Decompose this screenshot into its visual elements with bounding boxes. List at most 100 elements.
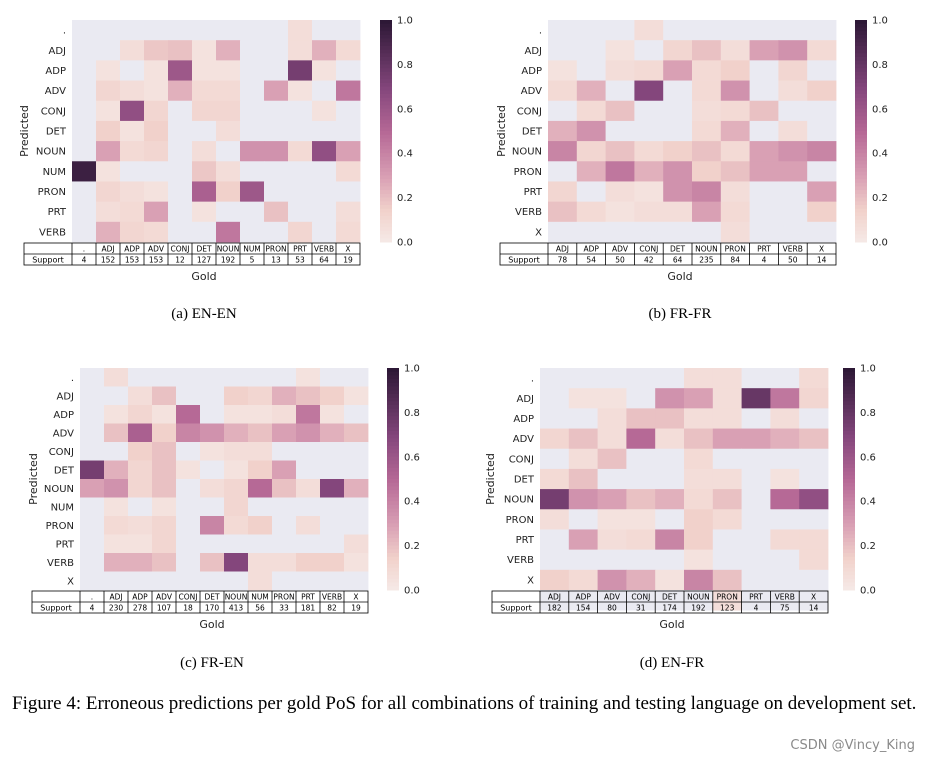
heatmap-cell bbox=[320, 442, 345, 461]
colorbar-segment bbox=[380, 134, 392, 139]
heatmap-cell bbox=[128, 405, 153, 424]
heatmap-cell bbox=[626, 529, 656, 551]
heatmap-cell bbox=[176, 423, 201, 443]
support-value: 78 bbox=[558, 256, 568, 265]
heatmap-cell bbox=[192, 161, 217, 182]
heatmap-cell bbox=[634, 221, 664, 243]
colorbar-segment bbox=[843, 416, 855, 421]
heatmap-cell bbox=[741, 489, 771, 510]
heatmap-cell bbox=[344, 479, 369, 498]
colorbar-segment bbox=[380, 160, 392, 165]
heatmap-cell bbox=[320, 423, 345, 443]
heatmap-cell bbox=[344, 460, 369, 480]
colorbar-segment bbox=[380, 45, 392, 51]
colorbar-segment bbox=[855, 216, 867, 221]
heatmap-cell bbox=[741, 448, 771, 470]
colorbar-segment bbox=[843, 490, 855, 495]
heatmap-cell bbox=[72, 141, 97, 162]
heatmap-cell bbox=[663, 181, 693, 203]
heatmap-cell bbox=[597, 388, 627, 409]
heatmap-cell bbox=[104, 405, 129, 424]
colorbar-segment bbox=[387, 371, 399, 376]
heatmap-cell bbox=[120, 80, 145, 102]
support-value: 75 bbox=[780, 604, 790, 613]
heatmap-cell bbox=[272, 497, 297, 517]
x-axis-title: Gold bbox=[199, 618, 224, 631]
colorbar-segment bbox=[380, 82, 392, 88]
heatmap-cell bbox=[741, 569, 771, 591]
support-value: 152 bbox=[101, 256, 116, 265]
heatmap-cell bbox=[200, 479, 225, 498]
heatmap-cell bbox=[264, 201, 289, 223]
heatmap-cell bbox=[712, 428, 742, 450]
heatmap-cell bbox=[168, 60, 193, 81]
colorbar-tick-label: 1.0 bbox=[860, 364, 876, 375]
heatmap-cell bbox=[807, 141, 837, 162]
heatmap-cell bbox=[344, 497, 369, 517]
heatmap-cell bbox=[312, 100, 337, 122]
heatmap-cell bbox=[168, 161, 193, 182]
colorbar-segment bbox=[380, 60, 392, 65]
colorbar-segment bbox=[855, 71, 867, 76]
colorbar-segment bbox=[387, 553, 399, 558]
colorbar-segment bbox=[387, 423, 399, 428]
colorbar-segment bbox=[387, 527, 399, 532]
heatmap-cell bbox=[168, 20, 193, 41]
heatmap-cell bbox=[296, 368, 321, 387]
heatmap-cell bbox=[80, 442, 105, 461]
heatmap-cell bbox=[240, 221, 265, 243]
y-tick-label: ADV bbox=[45, 86, 66, 97]
heatmap-cell bbox=[144, 80, 169, 102]
colorbar-segment bbox=[855, 164, 867, 169]
heatmap-cell bbox=[336, 60, 361, 81]
heatmap-cell bbox=[626, 368, 656, 389]
y-tick-label: PRT bbox=[524, 187, 543, 198]
colorbar-segment bbox=[380, 234, 392, 239]
colorbar-segment bbox=[843, 578, 855, 584]
support-value: 5 bbox=[250, 256, 255, 265]
heatmap-cell bbox=[104, 571, 129, 591]
colorbar-segment bbox=[387, 575, 399, 580]
heatmap-cell bbox=[749, 181, 779, 203]
heatmap-cell bbox=[770, 408, 800, 429]
heatmap-cell bbox=[778, 60, 808, 81]
support-value: 413 bbox=[229, 604, 244, 613]
heatmap-cell bbox=[344, 534, 369, 554]
x-tick-label: VERB bbox=[322, 593, 342, 602]
heatmap-cell bbox=[240, 161, 265, 182]
support-value: 14 bbox=[817, 256, 827, 265]
colorbar-segment bbox=[387, 430, 399, 436]
heatmap-cell bbox=[548, 141, 578, 162]
heatmap-cell bbox=[168, 80, 193, 102]
x-tick-label: ADJ bbox=[556, 245, 569, 254]
colorbar-segment bbox=[380, 49, 392, 54]
heatmap-cell bbox=[741, 529, 771, 551]
colorbar-segment bbox=[387, 456, 399, 461]
y-tick-label: PRT bbox=[48, 207, 67, 218]
colorbar-segment bbox=[855, 145, 867, 150]
x-tick-label: ADP bbox=[575, 593, 591, 602]
heatmap-cell bbox=[120, 100, 145, 122]
heatmap-cell bbox=[176, 479, 201, 498]
heatmap-cell bbox=[663, 161, 693, 182]
heatmap-cell bbox=[663, 40, 693, 61]
heatmap-cell bbox=[576, 201, 606, 223]
colorbar-segment bbox=[387, 512, 399, 517]
colorbar-segment bbox=[843, 545, 855, 550]
heatmap-cell bbox=[272, 571, 297, 591]
colorbar-segment bbox=[843, 571, 855, 576]
heatmap-cell bbox=[248, 405, 273, 424]
heatmap-cell bbox=[96, 100, 121, 122]
heatmap-cell bbox=[741, 428, 771, 450]
support-value: 192 bbox=[221, 256, 236, 265]
heatmap-cell bbox=[749, 60, 779, 81]
heatmap-cell bbox=[548, 20, 578, 41]
heatmap-cell bbox=[152, 368, 177, 387]
heatmap-cell bbox=[168, 141, 193, 162]
heatmap-cell bbox=[296, 386, 321, 406]
heatmap-cell bbox=[120, 161, 145, 182]
colorbar-segment bbox=[855, 201, 867, 206]
heatmap-cell bbox=[72, 161, 97, 182]
heatmap-cell bbox=[626, 388, 656, 409]
colorbar-segment bbox=[387, 405, 399, 410]
